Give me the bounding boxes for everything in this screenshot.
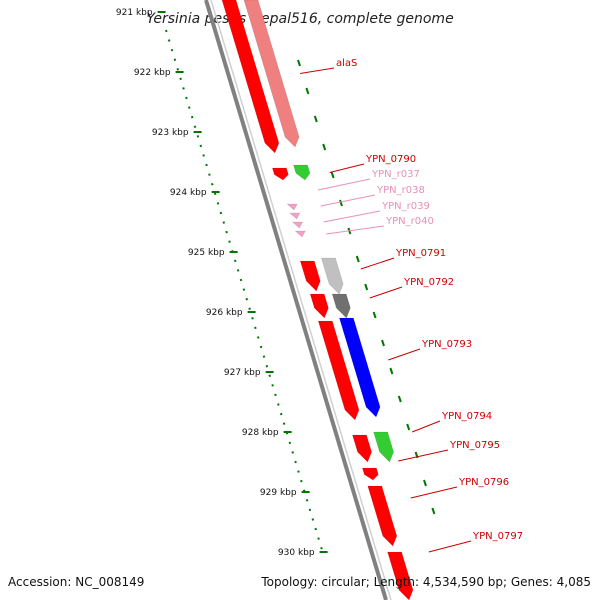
tick-label: 927 kbp — [224, 368, 261, 378]
feature-cds-arrow — [352, 434, 372, 463]
outer-track-dash — [339, 199, 343, 207]
leader-line — [410, 486, 458, 499]
outer-track-dash — [313, 115, 318, 123]
outer-track-dash — [372, 311, 377, 319]
leader-line — [317, 178, 371, 191]
genome-backbone — [204, 0, 392, 600]
gene-label-ypn_0797: YPN_0797 — [472, 531, 523, 542]
tick-label: 923 kbp — [152, 128, 189, 138]
leader-line — [323, 210, 381, 223]
feature-ypn_0792 — [331, 293, 351, 319]
feature-alas — [243, 0, 300, 148]
feature-ypn_r039 — [291, 221, 304, 229]
tick-label: 926 kbp — [206, 308, 243, 318]
outer-track-dash — [322, 143, 327, 151]
gene-label-ypn_0794: YPN_0794 — [441, 411, 492, 422]
leader-line — [299, 67, 335, 74]
tick-label: 928 kbp — [242, 428, 279, 438]
ruler-dots — [165, 29, 325, 556]
leader-line — [388, 348, 421, 361]
feature-ypn_0795 — [361, 467, 379, 481]
outer-track-dash — [305, 87, 310, 95]
backbone-highlight — [210, 0, 392, 600]
outer-track-dash — [423, 479, 427, 487]
feature-cds-arrow — [271, 167, 289, 181]
tick-label: 929 kbp — [260, 488, 297, 498]
outer-track-dash — [406, 423, 411, 431]
tick-ruler: 921 kbp 922 kbp 923 kbp 924 kbp 925 kbp 926 k… — [116, 8, 436, 558]
leader-line — [329, 163, 365, 173]
feature-ypn_0793 — [338, 317, 381, 418]
feature-ypn_r037 — [286, 203, 298, 211]
gene-label-ypn_r039: YPN_r039 — [381, 201, 430, 212]
feature-cds-arrow — [309, 293, 329, 319]
tick-label: 930 kbp — [278, 548, 315, 558]
gene-label-ypn_0790: YPN_0790 — [365, 154, 416, 165]
gene-label-ypn_0795: YPN_0795 — [449, 440, 500, 451]
gene-label-alas: alaS — [336, 58, 357, 69]
feature-cds-arrow — [221, 0, 280, 154]
outer-track-dash — [297, 59, 301, 67]
tick-label: 921 kbp — [116, 8, 153, 18]
leader-line — [360, 257, 395, 270]
gene-label-ypn_r040: YPN_r040 — [385, 216, 434, 227]
outer-track-dash — [330, 171, 335, 179]
backbone-line — [204, 0, 388, 600]
leader-line — [369, 286, 403, 299]
gene-label-ypn_0793: YPN_0793 — [421, 339, 472, 350]
tick-label: 925 kbp — [188, 248, 225, 258]
outer-track-dash — [397, 395, 402, 403]
feature-ypn_r038 — [289, 212, 301, 220]
outer-track-dash — [431, 507, 436, 515]
outer-track-dash — [389, 367, 394, 375]
feature-ypn_0797 — [387, 551, 414, 600]
gene-label-ypn_r037: YPN_r037 — [371, 169, 420, 180]
feature-ypn_0790 — [293, 164, 311, 181]
outer-track-dash — [355, 255, 360, 263]
genome-summary-text: Topology: circular; Length: 4,534,590 bp… — [260, 575, 591, 589]
leader-line — [411, 420, 441, 433]
accession-text: Accession: NC_008149 — [8, 575, 144, 589]
gene-label-ypn_r038: YPN_r038 — [376, 185, 425, 196]
gene-label-ypn_0796: YPN_0796 — [458, 477, 509, 488]
leader-line — [326, 225, 385, 235]
feature-ypn_0796 — [367, 485, 398, 547]
feature-cds-arrow — [317, 320, 360, 421]
map-title: Yersinia pestis Nepal516, complete genom… — [146, 11, 453, 27]
feature-tracks — [221, 0, 414, 600]
leader-line — [320, 194, 376, 207]
outer-track-dash — [364, 283, 369, 291]
feature-ypn_r040 — [294, 230, 306, 238]
feature-cds-arrow — [299, 260, 321, 292]
outer-track-dash — [381, 339, 385, 347]
gene-label-ypn_0792: YPN_0792 — [403, 277, 454, 288]
feature-ypn_0791 — [320, 257, 344, 295]
gene-label-ypn_0791: YPN_0791 — [395, 248, 446, 259]
tick-label: 922 kbp — [134, 68, 171, 78]
leader-line — [398, 449, 449, 462]
feature-ypn_0794 — [373, 431, 394, 463]
feature-labels: alaS YPN_0790 YPN_r037 YPN_r038 YPN_r039 YPN_… — [299, 58, 523, 553]
tick-label: 924 kbp — [170, 188, 207, 198]
leader-line — [428, 540, 472, 553]
